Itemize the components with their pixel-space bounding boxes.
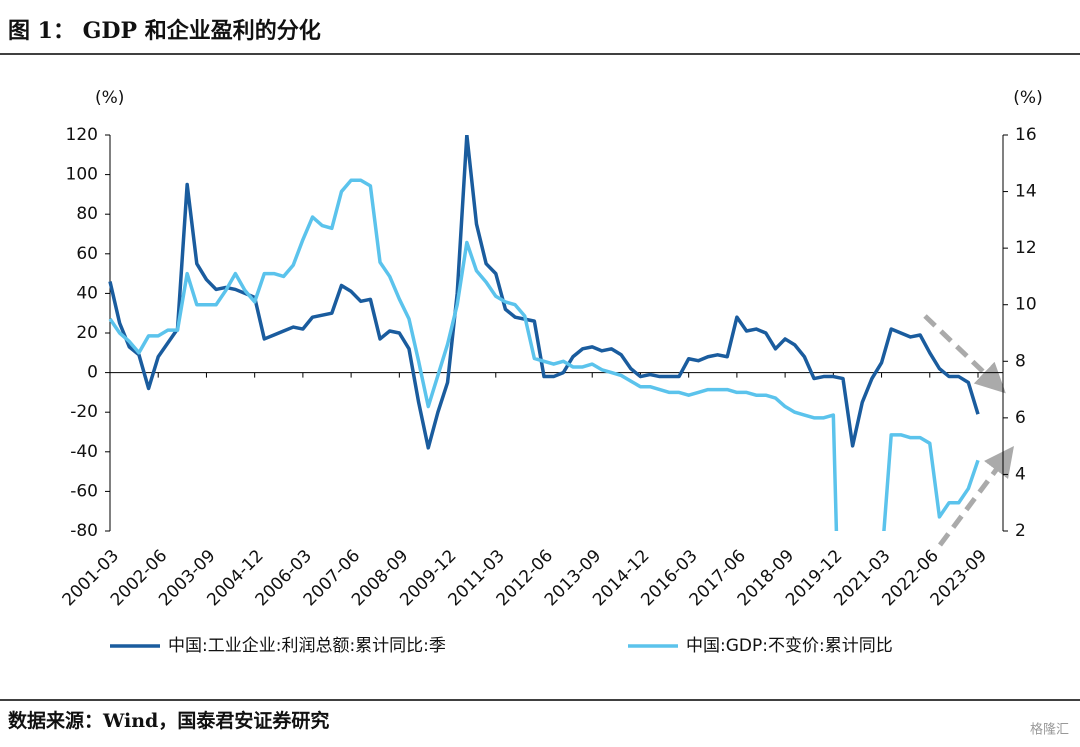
plot [108,135,980,531]
y-tick-label: 120 [66,125,98,145]
y-tick-label: -20 [70,402,98,422]
y2-tick-label: 10 [1015,295,1037,315]
y-tick-label: -40 [70,442,98,462]
source: 数据来源：Wind，国泰君安证券研究 [8,709,329,732]
y2-tick-label: 6 [1015,408,1026,428]
y-tick-label: 80 [76,204,98,224]
arrow-up [937,445,1014,547]
y2-tick-label: 16 [1015,125,1037,145]
y-unit: (%) [95,88,124,108]
y2-tick-label: 4 [1015,464,1026,484]
y2-tick-label: 2 [1015,521,1026,541]
y2-tick-label: 14 [1015,182,1037,202]
y-tick-label: 40 [76,283,98,303]
y-tick-label: 100 [66,165,98,185]
y-tick-label: 20 [76,323,98,343]
figure-title: 图 1： GDP 和企业盈利的分化 [8,18,321,44]
legend-label: 中国:工业企业:利润总额:累计同比:季 [168,636,446,656]
y-tick-label: -60 [70,481,98,501]
y-tick-label: 60 [76,244,98,264]
legend-label: 中国:GDP:不变价:累计同比 [686,636,893,656]
y2-tick-label: 8 [1015,351,1026,371]
y-tick-label: -80 [70,521,98,541]
arrow-down [923,314,1006,394]
y2-unit: (%) [1013,88,1042,108]
y-tick-label: 0 [87,363,98,383]
watermark: 格隆汇 [1030,722,1069,738]
series-line [108,178,980,531]
series-line [108,135,980,450]
y2-tick-label: 12 [1015,238,1037,258]
